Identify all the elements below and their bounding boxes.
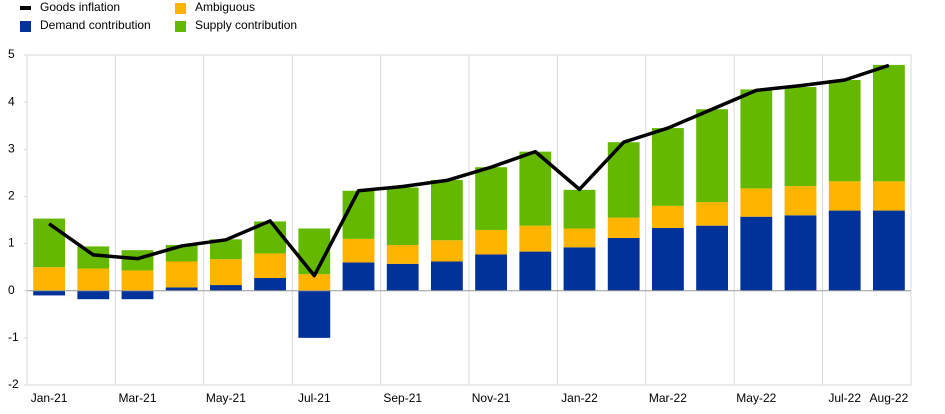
bar <box>475 167 508 230</box>
bar <box>651 228 684 291</box>
x-tick-label: Mar-21 <box>118 391 156 405</box>
bar <box>607 237 640 291</box>
bar <box>740 188 773 217</box>
bar <box>342 262 375 291</box>
y-tick-label: 2 <box>8 189 15 203</box>
bar <box>386 187 419 245</box>
bar <box>828 181 861 211</box>
x-tick-label: Nov-21 <box>472 391 511 405</box>
bar <box>519 251 552 291</box>
x-tick-label: Aug-22 <box>870 391 909 405</box>
x-tick-label: Jan-22 <box>561 391 598 405</box>
x-tick-label: Jul-21 <box>298 391 331 405</box>
legend-label: Supply contribution <box>195 18 297 32</box>
y-tick-label: 4 <box>8 94 15 108</box>
bar <box>696 202 729 226</box>
bar <box>77 268 110 291</box>
line-series <box>48 63 890 278</box>
bar <box>298 274 331 291</box>
legend-label: Ambiguous <box>195 0 255 14</box>
bar <box>77 246 110 269</box>
bar <box>209 259 242 286</box>
bar <box>872 210 905 291</box>
bar <box>386 244 419 264</box>
bar <box>298 290 331 338</box>
legend-swatch <box>175 21 186 32</box>
bar <box>254 253 287 278</box>
bar <box>165 287 198 291</box>
legend-label: Demand contribution <box>40 18 151 32</box>
bar <box>519 151 552 226</box>
legend-label: Goods inflation <box>40 0 120 14</box>
bar <box>165 261 198 288</box>
y-tick-label: 1 <box>8 236 15 250</box>
bar <box>519 225 552 252</box>
bar <box>696 109 729 203</box>
x-tick-label: Jul-22 <box>828 391 861 405</box>
bar <box>209 239 242 260</box>
bar <box>33 218 66 268</box>
bar <box>209 285 242 291</box>
y-tick-label: 3 <box>8 141 15 155</box>
bar <box>430 240 463 262</box>
bar <box>254 277 287 291</box>
legend-swatch <box>20 21 31 32</box>
bar <box>696 225 729 291</box>
bar <box>828 210 861 291</box>
x-tick-label: Jan-21 <box>31 391 68 405</box>
y-tick-label: 0 <box>8 283 15 297</box>
bar <box>828 79 861 182</box>
bar <box>430 179 463 241</box>
bar <box>872 181 905 211</box>
bar <box>563 247 596 291</box>
bar <box>563 189 596 229</box>
bar <box>784 87 817 187</box>
x-tick-label: May-21 <box>206 391 246 405</box>
bar <box>298 228 331 275</box>
bar <box>77 290 110 300</box>
bar <box>607 217 640 238</box>
bar <box>475 254 508 291</box>
bar <box>33 290 66 296</box>
y-tick-label: -2 <box>8 377 19 391</box>
bar <box>121 270 154 291</box>
bar <box>651 205 684 229</box>
x-tick-label: Sep-21 <box>383 391 422 405</box>
bar <box>342 238 375 263</box>
bar <box>740 216 773 291</box>
bar <box>784 186 817 216</box>
y-tick-label: 5 <box>8 47 15 61</box>
bar <box>386 263 419 291</box>
x-tick-label: Mar-22 <box>649 391 687 405</box>
bar <box>33 267 66 291</box>
bar <box>651 128 684 206</box>
bar <box>475 229 508 255</box>
bar <box>740 89 773 189</box>
bar <box>121 290 154 300</box>
y-tick-label: -1 <box>8 330 19 344</box>
bar <box>430 261 463 291</box>
x-tick-label: May-22 <box>736 391 776 405</box>
bar <box>563 228 596 248</box>
bar <box>872 64 905 182</box>
legend-swatch <box>20 6 31 10</box>
bar <box>784 215 817 291</box>
legend-swatch <box>175 3 186 14</box>
